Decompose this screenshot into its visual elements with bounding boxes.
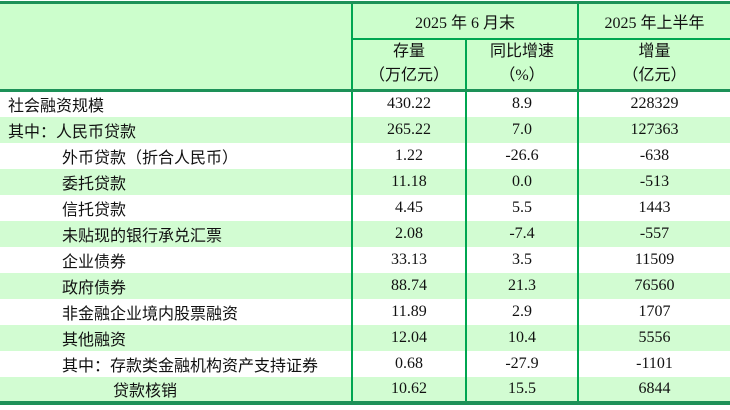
stock-value-cell: 4.45 — [351, 194, 466, 221]
row-label: 外币贷款（折合人民币） — [62, 149, 239, 167]
stock-value-cell: 11.18 — [351, 168, 466, 195]
increment-value-cell: -638 — [577, 142, 730, 169]
header-group-row: 2025 年 6 月末 2025 年上半年 — [0, 2, 730, 92]
yoy-growth-value-cell: 3.5 — [464, 246, 579, 273]
table-row: 政府债券 88.74 21.3 76560 — [0, 272, 730, 299]
table-row: 委托贷款 11.18 0.0 -513 — [0, 168, 730, 195]
yoy-growth-value-cell: 15.5 — [464, 376, 579, 405]
row-label-cell: 企业债券 — [0, 246, 352, 273]
header-increment-label: 增量 — [638, 43, 671, 61]
table-body: 社会融资规模 430.22 8.9 228329 其中：人民币贷款 265.22 7.0 12… — [0, 90, 730, 405]
header-sub-row: 存量 （万亿元） 同比增速 （%） 增量 （亿元） — [0, 38, 730, 92]
yoy-growth-value-cell: -7.4 — [464, 220, 579, 247]
stock-value-cell: 2.08 — [351, 220, 466, 247]
row-label: 企业债券 — [62, 253, 127, 271]
yoy-growth-value-cell: 5.5 — [464, 194, 579, 221]
increment-value-cell: 1707 — [577, 298, 730, 325]
header-period-june-2025: 2025 年 6 月末 — [350, 2, 579, 40]
table-row: 信托贷款 4.45 5.5 1443 — [0, 194, 730, 221]
row-label: 政府债券 — [62, 279, 127, 297]
increment-value-cell: 5556 — [577, 324, 730, 351]
row-label-cell: 其中：人民币贷款 — [0, 116, 352, 143]
row-label-cell: 外币贷款（折合人民币） — [0, 142, 352, 169]
increment-value-cell: -557 — [577, 220, 730, 247]
yoy-growth-value-cell: -26.6 — [464, 142, 579, 169]
stock-value-cell: 265.22 — [351, 116, 466, 143]
increment-value-cell: 127363 — [577, 116, 730, 143]
yoy-growth-value-cell: 10.4 — [464, 324, 579, 351]
table-row: 社会融资规模 430.22 8.9 228329 — [0, 90, 730, 117]
header-stock-label: 存量 — [392, 43, 425, 61]
row-label-cell: 政府债券 — [0, 272, 352, 299]
row-label: 非金融企业境内股票融资 — [62, 305, 239, 323]
yoy-growth-value-cell: 0.0 — [464, 168, 579, 195]
row-label-cell: 贷款核销 — [0, 376, 352, 405]
table-row: 其中：存款类金融机构资产支持证券 0.68 -27.9 -1101 — [0, 350, 730, 377]
row-label-cell: 信托贷款 — [0, 194, 352, 221]
row-label-cell: 委托贷款 — [0, 168, 352, 195]
increment-value-cell: 11509 — [577, 246, 730, 273]
increment-value-cell: 6844 — [577, 376, 730, 405]
row-label-cell: 非金融企业境内股票融资 — [0, 298, 352, 325]
stock-value-cell: 88.74 — [351, 272, 466, 299]
table-header: 2025 年 6 月末 2025 年上半年 存量 （万亿元） 同比增速 （%） … — [0, 2, 730, 92]
stock-value-cell: 33.13 — [351, 246, 466, 273]
yoy-growth-value-cell: 7.0 — [464, 116, 579, 143]
table-row: 未贴现的银行承兑汇票 2.08 -7.4 -557 — [0, 220, 730, 247]
row-label: 信托贷款 — [62, 201, 127, 219]
stock-value-cell: 11.89 — [351, 298, 466, 325]
row-label: 其中：人民币贷款 — [8, 123, 137, 141]
increment-value-cell: -1101 — [577, 350, 730, 377]
row-label: 社会融资规模 — [8, 98, 105, 116]
header-yoy-growth-label: 同比增速 — [490, 43, 555, 61]
header-yoy-growth-column: 同比增速 （%） — [464, 38, 579, 92]
stock-value-cell: 1.22 — [351, 142, 466, 169]
table-row: 贷款核销 10.62 15.5 6844 — [0, 376, 730, 405]
header-stock-unit: （万亿元） — [368, 67, 449, 85]
row-label: 其中：存款类金融机构资产支持证券 — [62, 357, 319, 375]
row-label: 贷款核销 — [113, 382, 178, 400]
stock-value-cell: 430.22 — [351, 90, 466, 117]
row-label: 其他融资 — [62, 331, 127, 349]
header-period-h1-2025: 2025 年上半年 — [577, 2, 730, 40]
stock-value-cell: 12.04 — [351, 324, 466, 351]
stock-value-cell: 10.62 — [351, 376, 466, 405]
yoy-growth-value-cell: -27.9 — [464, 350, 579, 377]
row-label-cell: 其他融资 — [0, 324, 352, 351]
yoy-growth-value-cell: 8.9 — [464, 90, 579, 117]
yoy-growth-value-cell: 2.9 — [464, 298, 579, 325]
row-label: 未贴现的银行承兑汇票 — [62, 227, 223, 245]
table-row: 其他融资 12.04 10.4 5556 — [0, 324, 730, 351]
increment-value-cell: 76560 — [577, 272, 730, 299]
increment-value-cell: 228329 — [577, 90, 730, 117]
table-row: 其中：人民币贷款 265.22 7.0 127363 — [0, 116, 730, 143]
row-label-cell: 社会融资规模 — [0, 90, 352, 117]
table-row: 企业债券 33.13 3.5 11509 — [0, 246, 730, 273]
increment-value-cell: 1443 — [577, 194, 730, 221]
table-row: 外币贷款（折合人民币） 1.22 -26.6 -638 — [0, 142, 730, 169]
header-stock-column: 存量 （万亿元） — [351, 38, 466, 92]
header-yoy-growth-unit: （%） — [499, 67, 545, 85]
yoy-growth-value-cell: 21.3 — [464, 272, 579, 299]
table-row: 非金融企业境内股票融资 11.89 2.9 1707 — [0, 298, 730, 325]
row-label-cell: 其中：存款类金融机构资产支持证券 — [0, 350, 352, 377]
header-increment-unit: （亿元） — [622, 67, 687, 85]
increment-value-cell: -513 — [577, 168, 730, 195]
header-increment-column: 增量 （亿元） — [577, 38, 730, 92]
row-label: 委托贷款 — [62, 175, 127, 193]
stock-value-cell: 0.68 — [351, 350, 466, 377]
row-label-cell: 未贴现的银行承兑汇票 — [0, 220, 352, 247]
corner-cell — [0, 2, 352, 92]
